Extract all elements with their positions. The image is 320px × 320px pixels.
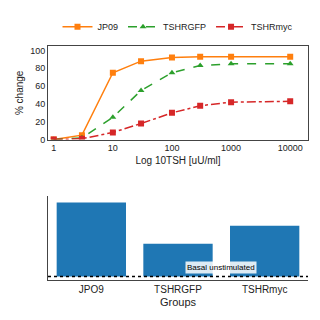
svg-text:100: 100	[164, 143, 179, 153]
svg-text:JP09: JP09	[98, 22, 119, 32]
svg-text:TSHRmyc: TSHRmyc	[251, 22, 292, 32]
svg-text:Log 10TSH [uU/ml]: Log 10TSH [uU/ml]	[135, 155, 220, 166]
svg-text:20: 20	[35, 117, 45, 127]
svg-text:10: 10	[108, 143, 118, 153]
svg-text:% change: % change	[14, 70, 25, 115]
svg-text:Groups: Groups	[160, 296, 197, 308]
svg-text:0: 0	[40, 135, 45, 145]
svg-text:1000: 1000	[221, 143, 241, 153]
svg-text:40: 40	[35, 99, 45, 109]
svg-text:80: 80	[35, 63, 45, 73]
svg-text:10000: 10000	[278, 143, 303, 153]
svg-text:Basal unstimulated: Basal unstimulated	[187, 263, 255, 272]
svg-text:1: 1	[51, 143, 56, 153]
svg-text:TSHRGFP: TSHRGFP	[154, 284, 202, 295]
svg-text:TSHRmyc: TSHRmyc	[242, 284, 288, 295]
svg-text:JPO9: JPO9	[79, 284, 104, 295]
svg-text:TSHRGFP: TSHRGFP	[163, 22, 206, 32]
svg-text:60: 60	[35, 81, 45, 91]
svg-text:100: 100	[30, 46, 45, 56]
